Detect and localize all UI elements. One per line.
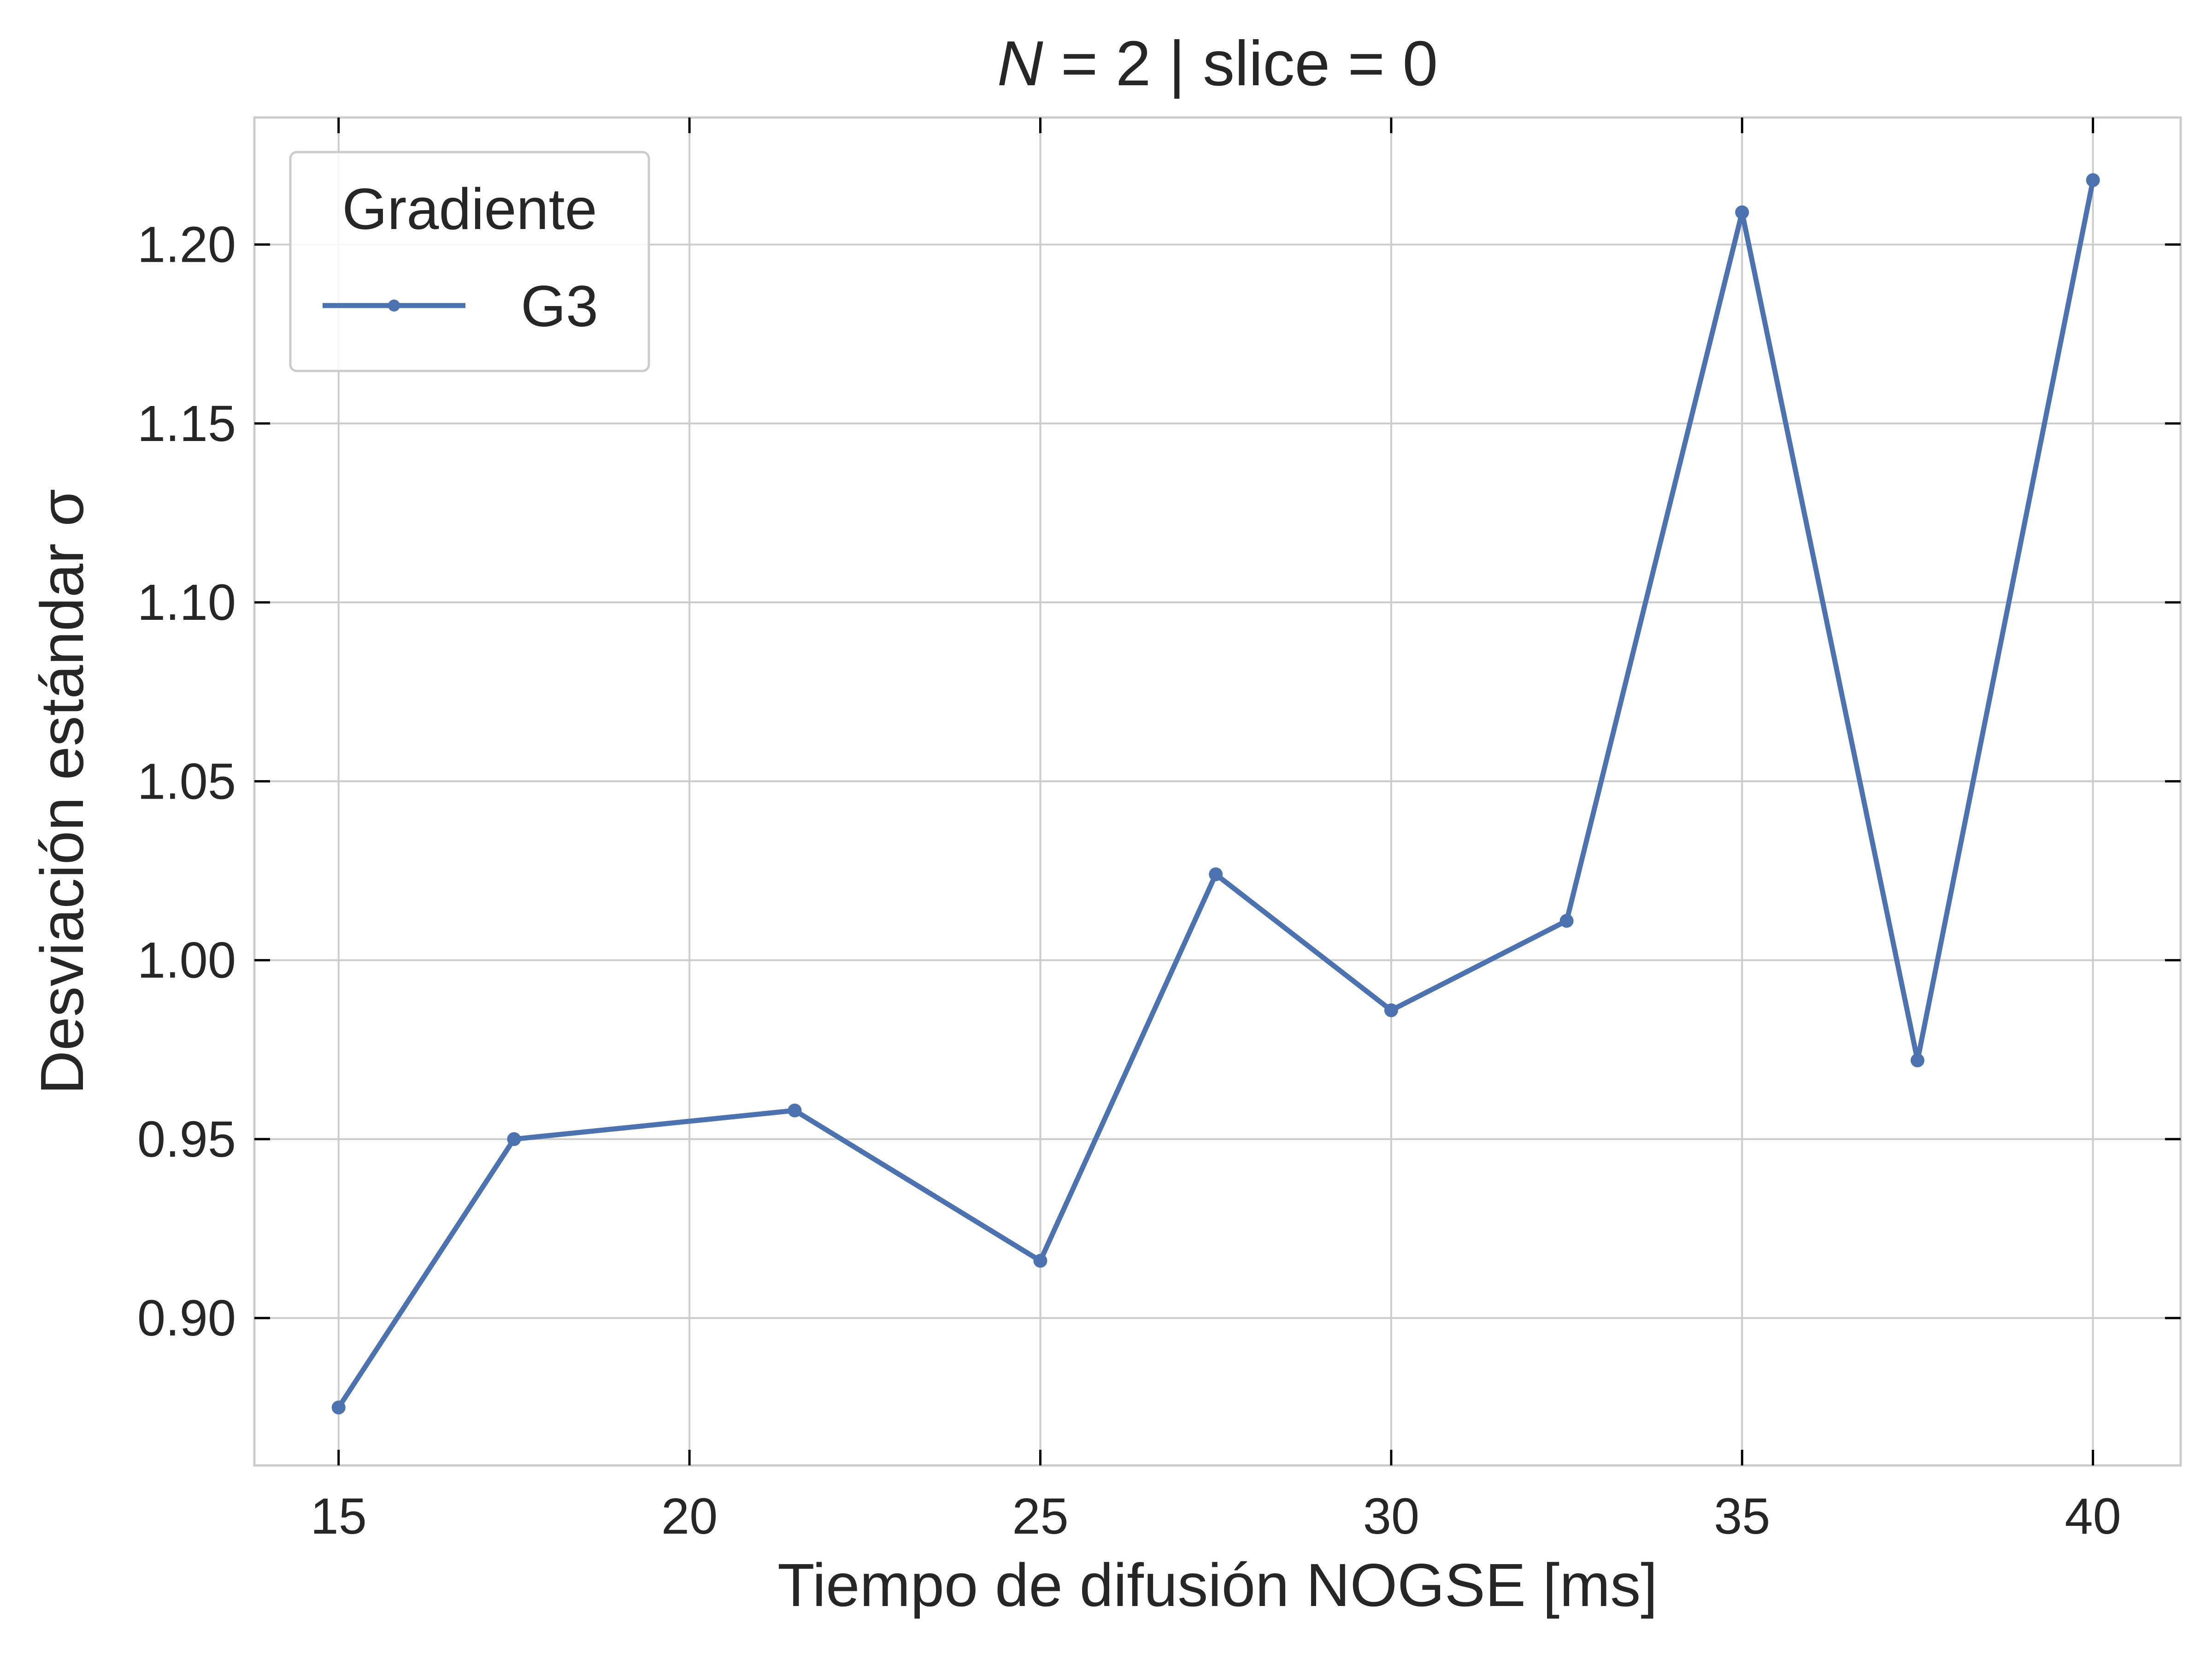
x-tick-label: 40	[2065, 1488, 2121, 1545]
x-tick-label: 35	[1714, 1488, 1770, 1545]
chart-title-rest: = 2 | slice = 0	[1043, 28, 1438, 99]
data-point	[331, 1400, 346, 1415]
y-tick-label: 1.10	[137, 574, 236, 631]
x-tick-label: 15	[311, 1488, 367, 1545]
chart-title-italic: N	[997, 28, 1043, 99]
x-tick-label: 20	[661, 1488, 718, 1545]
y-tick-label: 1.05	[137, 753, 236, 810]
data-point	[2086, 173, 2100, 187]
series-line-G3	[336, 177, 2096, 1410]
data-point	[788, 1103, 802, 1118]
legend-series-marker	[388, 300, 400, 312]
y-tick-label: 1.20	[137, 217, 236, 273]
data-point	[1559, 914, 1574, 928]
y-tick-label: 0.95	[137, 1111, 236, 1168]
data-point	[1384, 1003, 1398, 1018]
x-tick-label: 25	[1012, 1488, 1068, 1545]
data-point	[507, 1132, 521, 1146]
x-axis-label: Tiempo de difusión NOGSE [ms]	[777, 1551, 1658, 1619]
x-tick-label: 30	[1363, 1488, 1419, 1545]
legend-title: Gradiente	[342, 176, 597, 241]
y-tick-label: 0.90	[137, 1290, 236, 1347]
legend-series-label: G3	[521, 274, 598, 339]
plot-frame	[253, 116, 2182, 1467]
data-point	[1209, 867, 1223, 882]
y-axis-label: Desviación estándar σ	[28, 489, 96, 1094]
y-tick-label: 1.15	[137, 395, 236, 452]
series-layer	[331, 173, 2100, 1415]
chart-title: N = 2 | slice = 0	[997, 28, 1438, 99]
ticks: 15 20 25 30 35 40 0.90 0.95 1.00 1.05 1.10 1.15 1.20	[137, 118, 2181, 1545]
data-point	[1033, 1253, 1047, 1268]
legend-box	[289, 151, 650, 372]
data-point	[1910, 1053, 1924, 1068]
data-point	[1735, 205, 1749, 219]
legend: Gradiente G3	[289, 151, 650, 372]
y-tick-label: 1.00	[137, 932, 236, 989]
